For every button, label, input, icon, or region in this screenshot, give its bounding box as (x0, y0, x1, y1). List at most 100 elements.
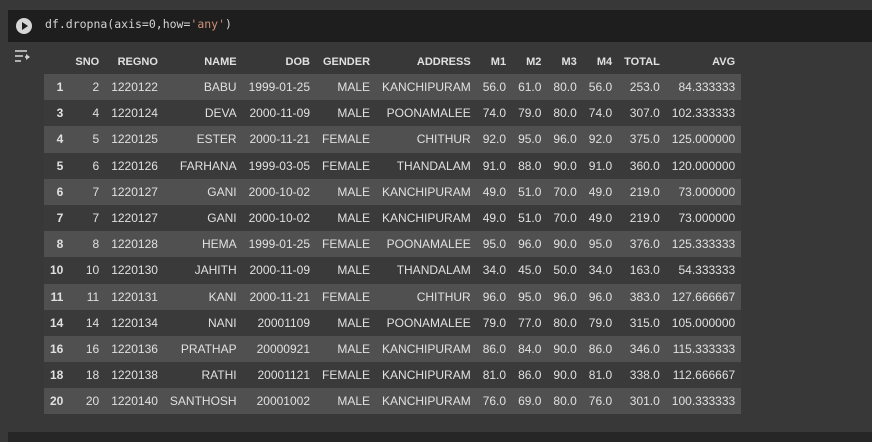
table-cell: 14 (85, 315, 100, 330)
dataframe-table: SNO REGNO NAME DOB GENDER ADDRESS M1 M2 M3 M4 TOTA… (44, 50, 742, 415)
table-cell: KANI (208, 289, 237, 304)
table-cell: 127.666667 (671, 289, 736, 304)
table-cell: MALE (337, 394, 371, 409)
table-cell: 95.0 (518, 289, 542, 304)
table-cell: 16 (85, 341, 100, 356)
table-cell: BABU (203, 80, 237, 95)
table-cell: THANDALAM (396, 158, 471, 173)
table-cell: MALE (337, 315, 371, 330)
table-cell: KANCHIPURAM (382, 368, 471, 383)
column-header: M3 (547, 50, 583, 74)
table-cell: 91.0 (588, 158, 613, 173)
table-cell: 125.000000 (671, 132, 736, 147)
table-cell: 90.0 (553, 237, 577, 252)
table-body: 1 2 1220122 BABU 1999-01-25 MALE KANCHIPURAM 56… (44, 74, 742, 415)
table-cell: 2000-11-09 (249, 106, 311, 121)
table-cell: 90.0 (553, 341, 577, 356)
table-cell: POONAMALEE (386, 106, 471, 121)
table-cell: 34.0 (482, 263, 507, 278)
table-cell: 20001002 (256, 394, 310, 409)
table-row: 20 20 1220140 SANTHOSH 20001002 MALE KANCHIPUR… (44, 388, 742, 415)
row-index: 7 (56, 211, 64, 226)
code-cell[interactable]: df.dropna(axis=0,how='any') (8, 10, 872, 42)
table-cell: KANCHIPURAM (382, 211, 471, 226)
code-string: 'any' (190, 17, 226, 31)
table-cell: 49.0 (482, 211, 507, 226)
table-cell: 2000-11-21 (249, 132, 311, 147)
table-cell: 50.0 (553, 263, 577, 278)
column-header: M2 (512, 50, 548, 74)
table-cell: 86.0 (518, 368, 542, 383)
table-row: 8 8 1220128 HEMA 1999-01-25 FEMALE POONAMALEE 9… (44, 231, 742, 258)
table-cell: 90.0 (553, 158, 577, 173)
table-cell: 88.0 (518, 158, 542, 173)
table-cell: 5 (92, 132, 100, 147)
code-editor[interactable]: df.dropna(axis=0,how='any') (45, 17, 232, 31)
table-cell: 96.0 (588, 289, 613, 304)
row-index: 1 (56, 80, 64, 95)
table-cell: 1220128 (111, 237, 158, 252)
table-cell: NANI (207, 315, 237, 330)
play-circle-icon[interactable] (16, 18, 32, 34)
table-cell: 20000921 (256, 341, 310, 356)
table-cell: 79.0 (588, 315, 613, 330)
table-cell: 95.0 (518, 132, 542, 147)
column-header: NAME (163, 50, 243, 74)
table-cell: 54.333333 (678, 263, 736, 278)
header-row: SNO REGNO NAME DOB GENDER ADDRESS M1 M2 M3 M4 TOTA… (44, 50, 742, 74)
table-cell: 100.333333 (671, 394, 736, 409)
table-cell: SANTHOSH (169, 394, 237, 409)
table-cell: 51.0 (518, 211, 542, 226)
column-header: DOB (242, 50, 316, 74)
table-cell: 1220124 (111, 106, 158, 121)
table-cell: 20 (85, 394, 100, 409)
table-cell: GANI (207, 184, 237, 199)
row-index: 8 (56, 237, 64, 252)
table-cell: 163.0 (629, 263, 660, 278)
table-row: 7 7 1220127 GANI 2000-10-02 MALE KANCHIPURAM 49… (44, 204, 742, 232)
column-header: AVG (665, 50, 742, 74)
table-cell: GANI (207, 211, 237, 226)
row-index: 18 (50, 368, 64, 383)
column-header (44, 50, 70, 74)
column-header: M1 (476, 50, 513, 74)
table-row: 6 7 1220127 GANI 2000-10-02 MALE KANCHIPURAM 49… (44, 178, 742, 205)
table-cell: 77.0 (518, 315, 542, 330)
table-cell: ESTER (196, 132, 237, 147)
table-cell: JAHITH (194, 263, 237, 278)
table-cell: 95.0 (588, 237, 613, 252)
column-header: ADDRESS (376, 50, 477, 74)
column-header: REGNO (105, 50, 164, 74)
table-cell: KANCHIPURAM (382, 80, 471, 95)
column-header: GENDER (316, 50, 377, 74)
table-cell: 80.0 (553, 106, 577, 121)
table-cell: FEMALE (322, 158, 371, 173)
column-header: TOTAL (618, 50, 666, 74)
table-cell: 69.0 (518, 394, 542, 409)
table-cell: 125.333333 (671, 237, 736, 252)
dataframe-output: SNO REGNO NAME DOB GENDER ADDRESS M1 M2 M3 M4 TOTA… (44, 50, 742, 415)
row-index: 4 (56, 132, 64, 147)
table-cell: 7 (92, 184, 100, 199)
table-cell: 360.0 (629, 158, 660, 173)
table-cell: 7 (92, 211, 100, 226)
table-cell: 8 (92, 237, 100, 252)
table-cell: 45.0 (518, 263, 542, 278)
table-cell: 1999-03-05 (248, 158, 310, 173)
table-cell: 61.0 (518, 80, 542, 95)
table-cell: 376.0 (629, 237, 660, 252)
table-cell: CHITHUR (416, 132, 471, 147)
row-index: 3 (56, 106, 64, 121)
table-cell: 1220140 (111, 394, 158, 409)
table-cell: 20001121 (257, 368, 311, 383)
table-cell: 79.0 (482, 315, 507, 330)
table-cell: 73.000000 (678, 211, 736, 226)
table-cell: 70.0 (553, 211, 577, 226)
table-cell: 1220131 (111, 289, 158, 304)
row-index: 10 (50, 263, 64, 278)
table-cell: 253.0 (629, 80, 660, 95)
table-row: 10 10 1220130 JAHITH 2000-11-09 MALE THANDALAM… (44, 257, 742, 284)
output-toggle-icon[interactable] (14, 48, 32, 64)
table-cell: 11 (86, 289, 100, 304)
table-cell: 80.0 (553, 80, 577, 95)
